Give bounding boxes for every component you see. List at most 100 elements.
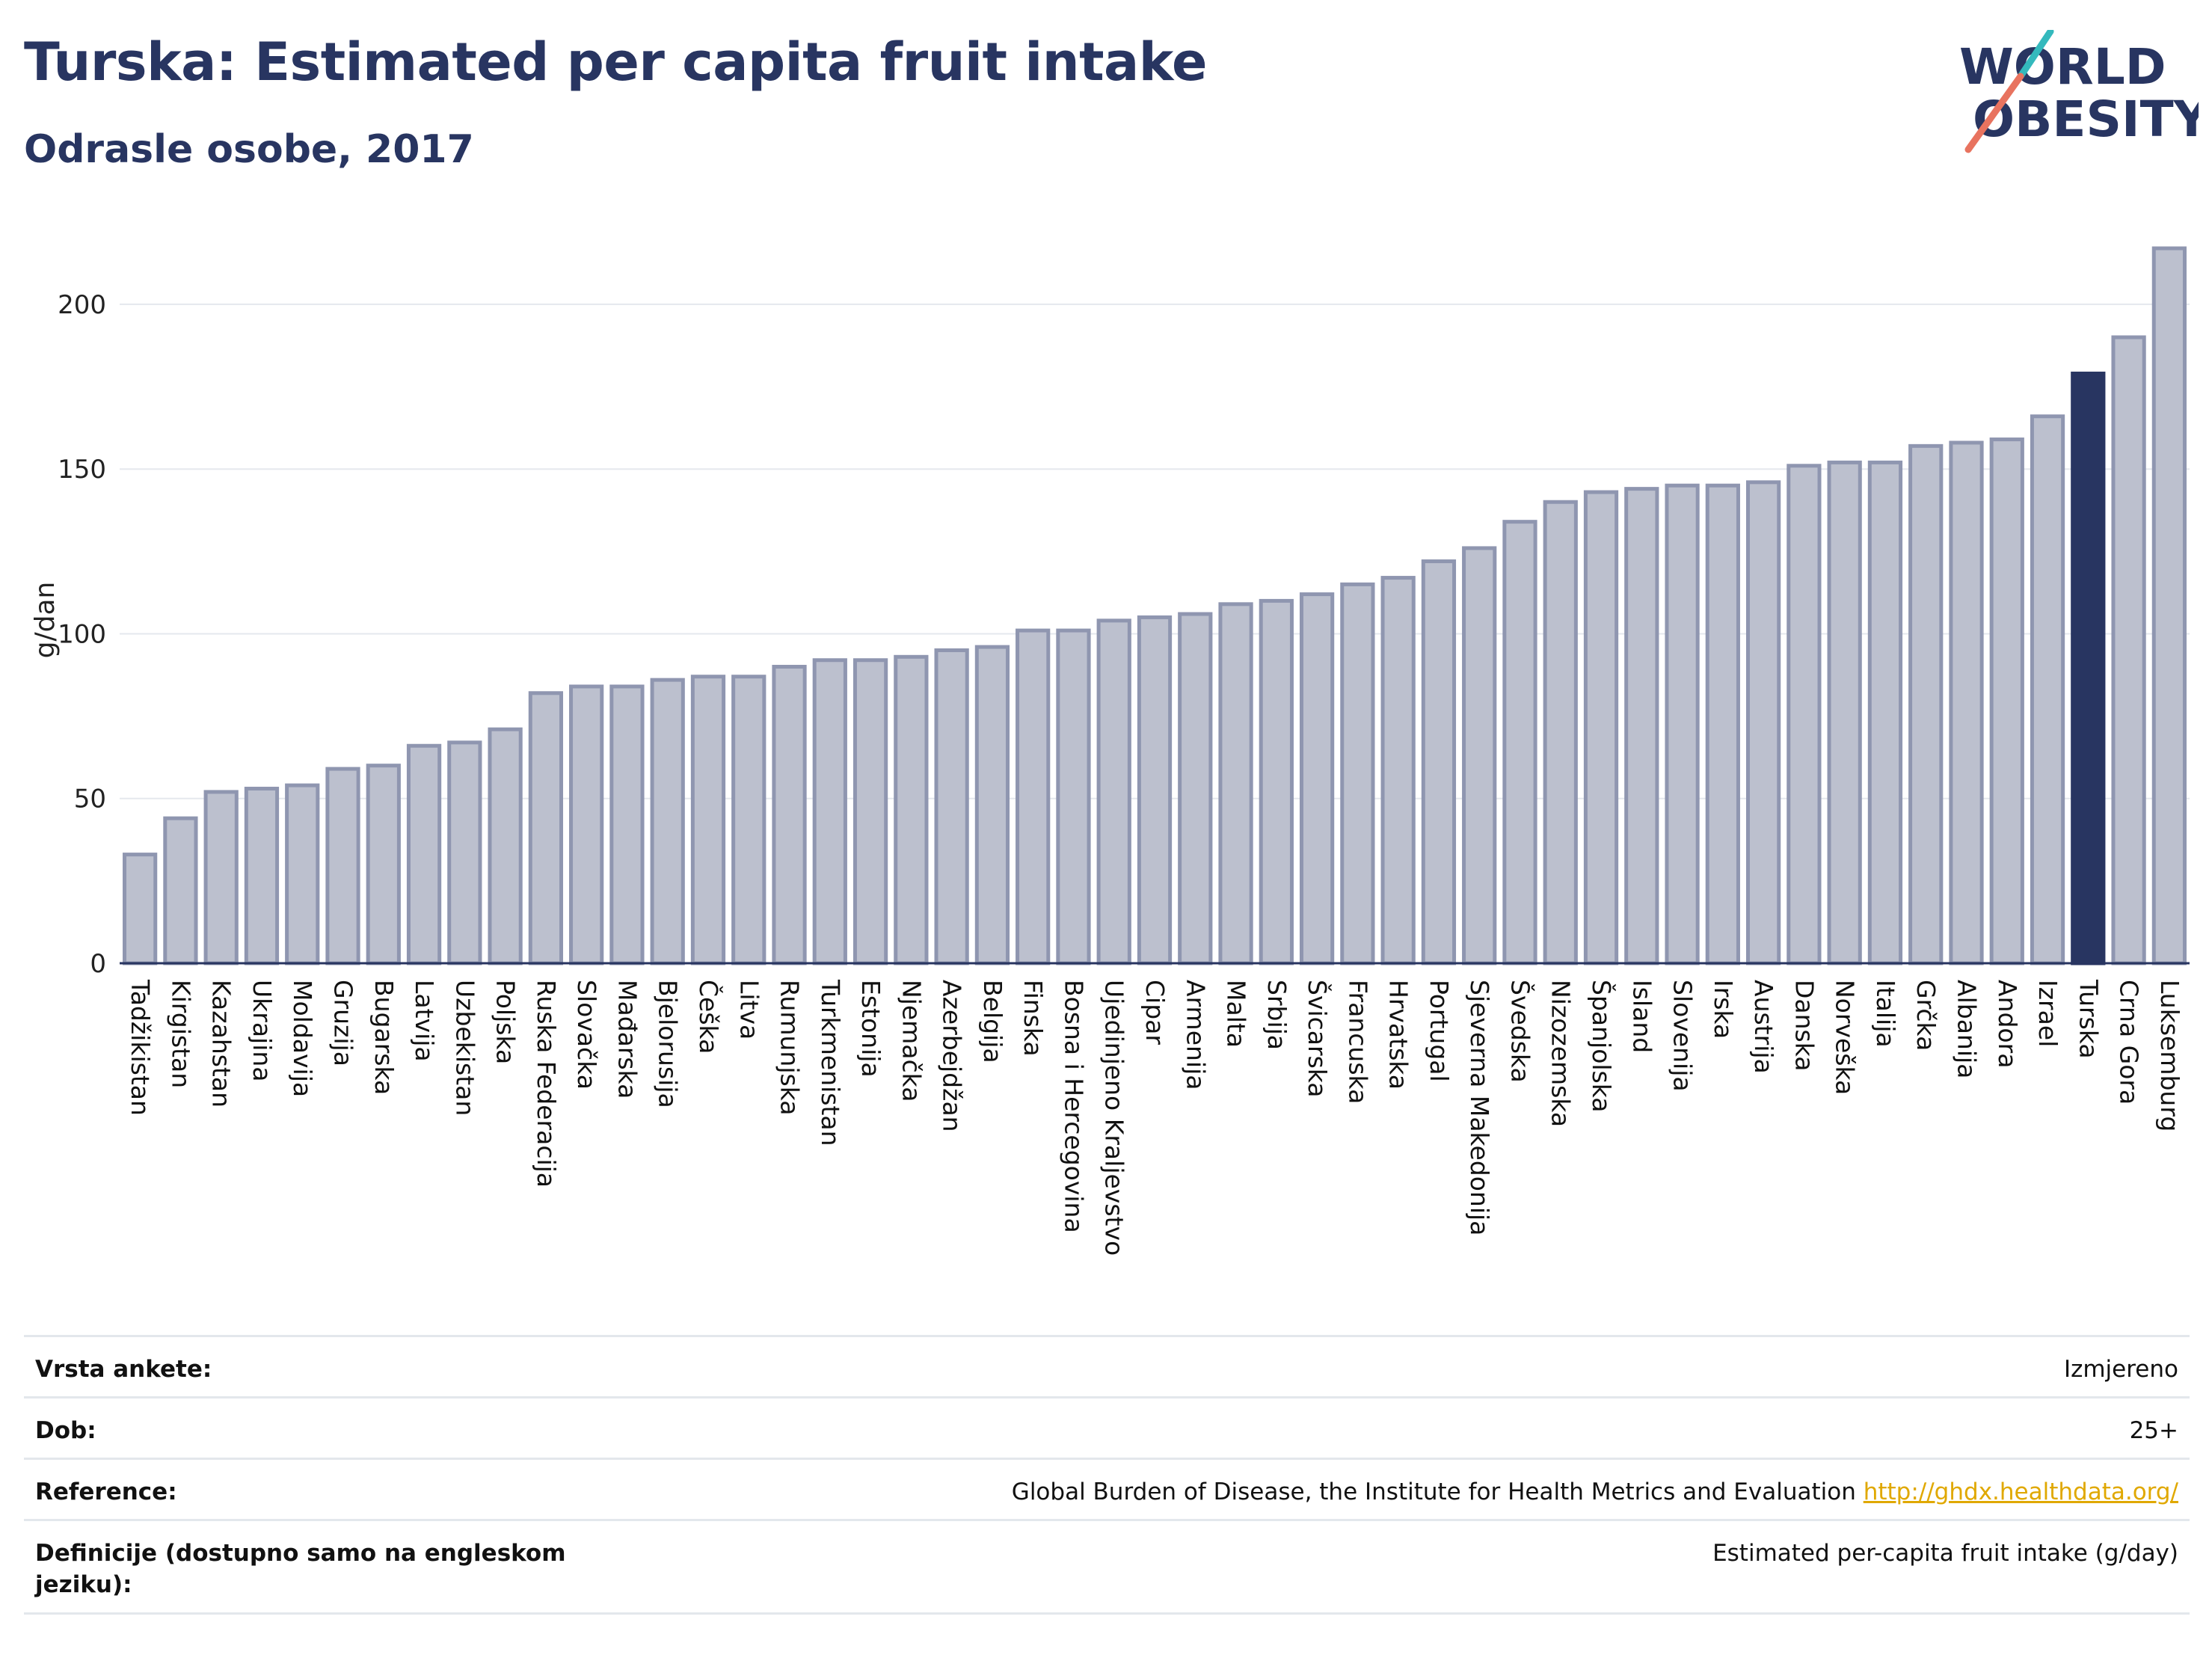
x-tick-label: Bosna i Hercegovina	[1059, 980, 1088, 1233]
x-tick-label: Tadžikistan	[126, 979, 155, 1116]
x-tick-label: Kirgistan	[166, 980, 195, 1088]
bar-country	[1056, 628, 1091, 965]
bar-country	[1380, 576, 1416, 965]
x-tick-label: Crna Gora	[2115, 980, 2144, 1105]
y-tick-label: 0	[90, 949, 106, 979]
metadata-value-text: Izmjereno	[2063, 1356, 2178, 1383]
y-tick-label: 150	[58, 455, 106, 485]
x-tick-label: Izrael	[2033, 980, 2062, 1047]
bar-country	[163, 816, 198, 965]
x-tick-label: Luksemburg	[2155, 980, 2184, 1132]
metadata-row: Dob: 25+	[24, 1396, 2190, 1458]
bar-country	[1745, 480, 1781, 965]
bar-country	[1178, 612, 1213, 965]
x-tick-label: Portugal	[1425, 980, 1454, 1082]
bar-country	[1867, 460, 1903, 965]
bar-country	[488, 727, 523, 965]
bar-country	[123, 853, 158, 965]
y-tick-label: 50	[74, 784, 106, 814]
x-tick-label: Kazahstan	[207, 980, 236, 1108]
logo-slash-top	[2017, 30, 2054, 80]
bar-country	[1137, 615, 1173, 965]
x-tick-label: Island	[1627, 980, 1656, 1053]
bar-country	[1096, 618, 1131, 965]
bar-country	[609, 684, 645, 965]
world-obesity-logo: WORLD OBESITY	[1959, 30, 2199, 153]
x-tick-label: Gruzija	[329, 980, 358, 1066]
x-tick-label: Moldavija	[288, 980, 317, 1097]
x-tick-label: Španjolska	[1587, 980, 1617, 1113]
x-tick-label: Austrija	[1749, 980, 1778, 1074]
bar-country	[772, 665, 807, 965]
metadata-row: Definicije (dostupno samo na engleskom j…	[24, 1519, 2190, 1615]
bar-country	[325, 767, 360, 965]
reference-link[interactable]: http://ghdx.healthdata.org/	[1863, 1479, 2178, 1505]
bars	[123, 246, 2187, 965]
x-tick-label: Mađarska	[612, 980, 642, 1099]
metadata-key: Definicije (dostupno samo na engleskom j…	[35, 1540, 566, 1598]
x-tick-label: Litva	[734, 980, 764, 1040]
bar-country	[1624, 487, 1659, 965]
chart-title: Turska: Estimated per capita fruit intak…	[24, 31, 1207, 93]
x-tick-label: Albanija	[1952, 980, 1981, 1078]
logo-slash-bottom	[1964, 73, 2024, 153]
x-tick-label: Švedska	[1505, 980, 1535, 1083]
x-tick-label: Ujedinjeno Kraljevstvo	[1100, 980, 1129, 1256]
bar-country	[569, 684, 604, 965]
x-tick-label: Danska	[1789, 980, 1819, 1072]
logo-word-obesity: OBESITY	[1973, 90, 2199, 148]
x-tick-label: Sjeverna Makedonija	[1465, 980, 1494, 1235]
x-tick-label: Slovačka	[572, 980, 601, 1090]
bar-country	[1421, 559, 1457, 965]
metadata-value-text: Estimated per-capita fruit intake (g/day…	[1712, 1540, 2178, 1567]
chart-subtitle: Odrasle osobe, 2017	[24, 127, 474, 172]
bar-country	[1502, 520, 1537, 965]
x-tick-label: Cipar	[1140, 980, 1170, 1045]
metadata-value: 25+	[2130, 1415, 2190, 1446]
y-axis-ticks: 0 50 100 150 200	[58, 290, 106, 979]
bar-country	[1949, 440, 1984, 965]
x-tick-label: Hrvatska	[1384, 980, 1413, 1090]
x-tick-label: Belgija	[978, 980, 1007, 1063]
bar-country	[2151, 246, 2187, 965]
metadata-key: Reference:	[35, 1479, 177, 1505]
bar-country	[650, 678, 685, 965]
bar-country	[244, 787, 280, 965]
x-tick-label: Ruska Federacija	[532, 980, 561, 1188]
bar-country	[2030, 414, 2065, 965]
x-tick-label: Njemačka	[897, 980, 926, 1102]
x-tick-label: Italija	[1871, 980, 1900, 1048]
metadata-table: Vrsta ankete: Izmjereno Dob: 25+ Reference: G…	[24, 1335, 2190, 1615]
x-tick-label: Švicarska	[1303, 980, 1333, 1098]
bar-country	[203, 790, 239, 965]
bar-country	[1299, 592, 1335, 965]
x-tick-label: Rumunjska	[775, 980, 805, 1115]
x-tick-label: Francuska	[1343, 980, 1372, 1104]
y-tick-label: 200	[58, 290, 106, 320]
x-tick-label: Poljska	[491, 980, 520, 1064]
bar-country	[528, 691, 564, 965]
metadata-value: Global Burden of Disease, the Institute …	[1012, 1476, 2190, 1508]
bar-country	[731, 675, 766, 965]
metadata-row: Vrsta ankete: Izmjereno	[24, 1335, 2190, 1396]
x-tick-label: Latvija	[410, 980, 439, 1062]
x-tick-label: Grčka	[1911, 980, 1941, 1051]
bar-country	[1989, 437, 2024, 965]
logo-word-world: WORLD	[1959, 38, 2166, 96]
bar-country	[1705, 483, 1740, 965]
bar-country	[934, 648, 969, 965]
bar-country	[1016, 628, 1051, 965]
bar-country	[447, 740, 482, 965]
x-tick-label: Estonija	[856, 980, 885, 1078]
x-tick-label: Malta	[1222, 980, 1251, 1048]
bar-country	[285, 783, 320, 965]
bar-country	[974, 645, 1010, 965]
bar-country	[690, 675, 726, 965]
bar-country	[894, 654, 929, 965]
bar-country	[1787, 464, 1822, 965]
bar-country	[1827, 460, 1862, 965]
metadata-value: Estimated per-capita fruit intake (g/day…	[1712, 1538, 2190, 1569]
bar-country	[812, 658, 847, 965]
x-tick-label: Finska	[1019, 980, 1048, 1057]
metadata-key: Vrsta ankete:	[35, 1356, 212, 1383]
